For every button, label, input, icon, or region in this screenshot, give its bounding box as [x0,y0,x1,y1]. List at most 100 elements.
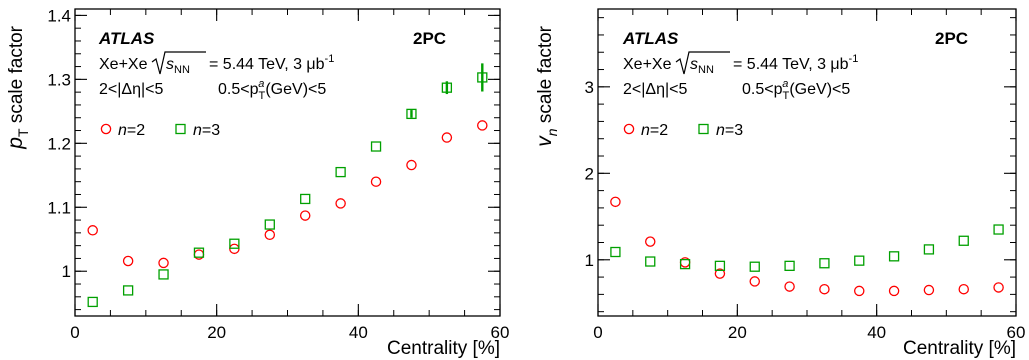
point-n2 [993,282,1004,293]
data-points [610,196,1004,297]
point-n2 [477,120,488,131]
y-axis-label-main: v [533,135,556,147]
point-n2 [888,285,900,297]
y-tick-label: 1.2 [47,134,71,153]
y-axis-label-rest: scale factor [535,25,556,128]
point-n2 [749,276,761,287]
point-n3 [610,246,621,258]
point-n2 [406,159,417,171]
legend: n=2 n=3 [623,122,743,139]
x-tick-label: 40 [867,323,886,342]
legend-label-n3: n=3 [193,122,220,139]
point-n3 [854,255,865,266]
legend-marker-n2 [100,123,112,135]
legend-marker-n2 [623,123,635,135]
sqrt-sign [151,51,206,75]
sqrt-s-label: sNN [690,56,714,76]
point-n3 [264,219,275,230]
point-n2 [784,281,795,292]
x-tick-label: 20 [728,323,747,342]
point-n2 [714,268,726,279]
point-n3 [335,166,346,178]
tick-labels: 0 20 40 60 1 1.1 1.2 1.3 1.4 [47,6,509,342]
legend-marker-n3 [175,123,186,135]
point-n3 [749,261,760,272]
point-n3 [229,238,240,249]
point-n3 [958,235,969,246]
y-tick-label: 1.3 [47,70,71,89]
atlas-label: ATLAS [622,29,679,48]
point-n3 [888,251,900,262]
energy-label: = 5.44 TeV, 3 μb-1 [209,53,334,73]
system-label: Xe+Xe [623,56,672,73]
point-n2 [335,198,346,209]
axis-ticks [597,9,1017,316]
point-n3 [193,247,205,258]
y-axis-label: vn scale factor [533,25,560,146]
point-n3 [370,141,382,152]
point-n2 [122,255,134,267]
eta-cut-label: 2<|Δη|<5 [99,81,163,98]
legend-label-n2: n=2 [118,122,145,139]
point-n3 [923,244,935,255]
pt-cut-label: 0.5<pTa(GeV)<5 [218,78,326,102]
eta-cut-label: 2<|Δη|<5 [623,81,687,98]
point-n2 [158,257,169,269]
left-panel: 0 20 40 60 1 1.1 1.2 1.3 1.4 Centrality [%] pT s… [4,6,509,359]
y-axis-label: pT scale factor [4,25,31,149]
collision-info: Xe+Xe sNN = 5.44 TeV, 3 μb-1 [99,51,334,76]
y-axis-label-sub: T [15,128,31,137]
point-n3 [441,82,453,93]
point-n3 [784,260,795,271]
point-n2 [610,196,621,208]
x-axis-label: Centrality [%] [387,338,500,359]
point-n2 [264,229,276,241]
point-n3 [158,269,169,280]
point-n3 [477,72,488,83]
point-n3 [679,258,691,270]
y-tick-label: 1.4 [47,6,71,25]
point-n2 [87,225,98,236]
y-tick-label: 3 [585,78,594,97]
point-n2 [645,236,656,247]
point-n2 [441,132,453,143]
y-axis-label-main: p [4,137,27,150]
lumi-exponent: -1 [849,53,859,65]
point-n3 [819,258,830,269]
point-n3 [300,193,311,205]
y-tick-label: 2 [585,164,594,183]
x-axis-label: Centrality [%] [903,338,1016,359]
collision-info: Xe+Xe sNN = 5.44 TeV, 3 μb-1 [623,51,858,76]
system-label: Xe+Xe [99,56,148,73]
point-n3 [406,108,417,120]
legend: n=2 n=3 [100,122,220,139]
method-tag: 2PC [935,29,968,48]
tick-labels: 0 20 40 60 1 2 3 [585,78,1026,342]
y-axis-label-sub: n [544,128,560,136]
point-n2 [819,283,830,295]
point-n2 [923,284,935,296]
point-n2 [299,210,311,221]
y-tick-label: 1.1 [47,198,71,217]
legend-marker-n3 [698,123,709,135]
legend-label-n3: n=3 [716,122,743,139]
sqrt-s-label: sNN [166,56,190,76]
x-tick-label: 0 [593,323,602,342]
right-panel: 0 20 40 60 1 2 3 Centrality [%] vn scale facto… [533,8,1026,359]
x-tick-label: 40 [349,323,368,342]
point-n2 [958,283,970,295]
lumi-exponent: -1 [325,53,335,65]
point-n3 [645,256,656,267]
point-n3 [122,285,134,296]
x-tick-label: 60 [491,323,510,342]
y-tick-label: 1 [585,251,594,270]
x-tick-label: 0 [70,323,79,342]
point-n3 [87,296,98,308]
sqrt-sign [675,51,730,75]
atlas-label: ATLAS [98,29,155,48]
point-n2 [370,176,382,187]
energy-label: = 5.44 TeV, 3 μb-1 [733,53,858,73]
point-n2 [854,285,865,297]
legend-label-n2: n=2 [641,122,668,139]
